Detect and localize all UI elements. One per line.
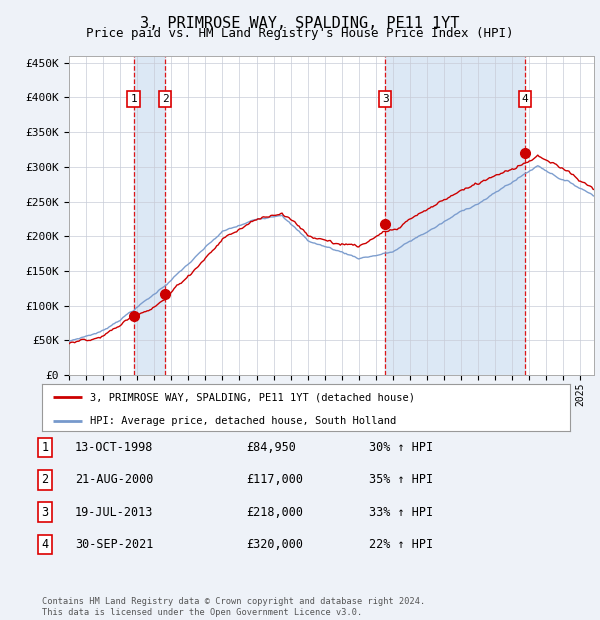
Text: 19-JUL-2013: 19-JUL-2013 xyxy=(75,506,154,518)
Bar xyxy=(385,56,525,375)
Text: 30% ↑ HPI: 30% ↑ HPI xyxy=(369,441,433,454)
Text: 3, PRIMROSE WAY, SPALDING, PE11 1YT: 3, PRIMROSE WAY, SPALDING, PE11 1YT xyxy=(140,16,460,30)
Text: 35% ↑ HPI: 35% ↑ HPI xyxy=(369,474,433,486)
Text: 3, PRIMROSE WAY, SPALDING, PE11 1YT (detached house): 3, PRIMROSE WAY, SPALDING, PE11 1YT (det… xyxy=(89,392,415,402)
Text: 1: 1 xyxy=(41,441,49,454)
Text: 21-AUG-2000: 21-AUG-2000 xyxy=(75,474,154,486)
Text: 30-SEP-2021: 30-SEP-2021 xyxy=(75,538,154,551)
Bar xyxy=(134,56,165,375)
Text: £117,000: £117,000 xyxy=(246,474,303,486)
Text: 3: 3 xyxy=(382,94,389,104)
Text: 33% ↑ HPI: 33% ↑ HPI xyxy=(369,506,433,518)
Text: 4: 4 xyxy=(521,94,529,104)
Text: HPI: Average price, detached house, South Holland: HPI: Average price, detached house, Sout… xyxy=(89,415,396,426)
Text: £320,000: £320,000 xyxy=(246,538,303,551)
Text: Contains HM Land Registry data © Crown copyright and database right 2024.
This d: Contains HM Land Registry data © Crown c… xyxy=(42,598,425,617)
Text: 2: 2 xyxy=(162,94,169,104)
Text: 3: 3 xyxy=(41,506,49,518)
Text: 2: 2 xyxy=(41,474,49,486)
Text: 13-OCT-1998: 13-OCT-1998 xyxy=(75,441,154,454)
Text: £84,950: £84,950 xyxy=(246,441,296,454)
Text: Price paid vs. HM Land Registry's House Price Index (HPI): Price paid vs. HM Land Registry's House … xyxy=(86,27,514,40)
Text: £218,000: £218,000 xyxy=(246,506,303,518)
Text: 1: 1 xyxy=(130,94,137,104)
Text: 4: 4 xyxy=(41,538,49,551)
Text: 22% ↑ HPI: 22% ↑ HPI xyxy=(369,538,433,551)
